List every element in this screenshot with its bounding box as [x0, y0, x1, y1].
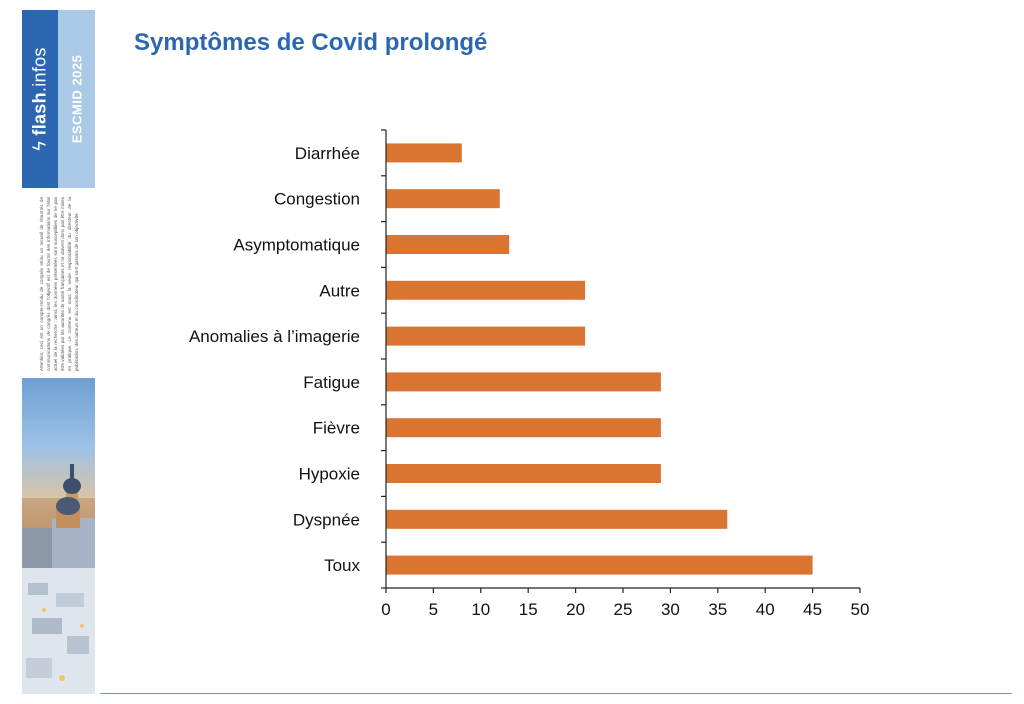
- category-label: Anomalies à l’imagerie: [189, 327, 360, 346]
- category-label: Fièvre: [313, 419, 360, 438]
- bar: [386, 143, 462, 163]
- bar: [386, 235, 510, 254]
- category-label: Fatigue: [303, 373, 360, 392]
- city-illustration: [22, 464, 95, 694]
- city-photo: [22, 378, 95, 694]
- category-label: Toux: [324, 556, 360, 575]
- bottom-divider: [100, 693, 1012, 694]
- x-tick-label: 25: [614, 600, 633, 619]
- x-tick-label: 5: [429, 600, 438, 619]
- bar: [386, 418, 661, 438]
- x-tick-label: 0: [381, 600, 390, 619]
- bar: [386, 464, 661, 483]
- x-tick-label: 20: [566, 600, 585, 619]
- category-label: Dyspnée: [293, 510, 360, 529]
- x-tick-label: 40: [756, 600, 775, 619]
- event-band: ESCMID 2025: [58, 10, 95, 188]
- bar: [386, 509, 728, 529]
- chart-title: Symptômes de Covid prolongé: [134, 29, 488, 56]
- category-label: Autre: [319, 281, 360, 300]
- bar: [386, 372, 661, 392]
- bar: [386, 280, 586, 300]
- x-tick-label: 45: [803, 600, 822, 619]
- sidebar: ϟ flash.infos ESCMID 2025 Attention, cec…: [22, 10, 95, 694]
- bar: [386, 555, 813, 575]
- category-label: Congestion: [274, 190, 360, 209]
- x-tick-label: 10: [471, 600, 490, 619]
- x-tick-label: 30: [661, 600, 680, 619]
- x-tick-label: 15: [519, 600, 538, 619]
- bar: [386, 326, 586, 346]
- brand-band: ϟ flash.infos: [22, 10, 58, 188]
- x-tick-label: 50: [851, 600, 870, 619]
- category-label: Diarrhée: [295, 144, 360, 163]
- x-tick-label: 35: [708, 600, 727, 619]
- bar: [386, 189, 500, 209]
- category-label: Asymptomatique: [233, 236, 360, 255]
- category-label: Hypoxie: [299, 465, 360, 484]
